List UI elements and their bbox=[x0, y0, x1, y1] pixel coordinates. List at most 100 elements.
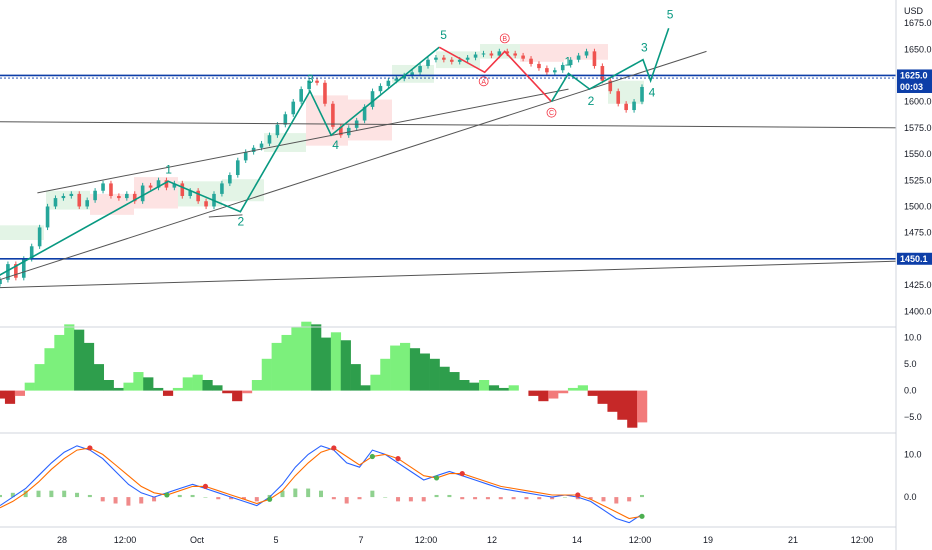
candle-body bbox=[632, 101, 636, 111]
macd-histogram-bar bbox=[537, 497, 542, 500]
oscillator-bar bbox=[587, 390, 598, 396]
wave-label: 4 bbox=[332, 138, 339, 152]
oscillator-bar bbox=[34, 364, 45, 391]
candle-body bbox=[259, 143, 264, 148]
candle-body bbox=[331, 103, 335, 127]
correction-label: B bbox=[502, 36, 507, 43]
candle-body bbox=[53, 198, 58, 207]
candle-body bbox=[323, 82, 327, 104]
macd-tick-label: 0.0 bbox=[904, 492, 917, 502]
trendline bbox=[0, 121, 904, 129]
candle-body bbox=[109, 183, 113, 196]
candle-body bbox=[553, 70, 557, 73]
elliott-wave-line bbox=[0, 46, 440, 276]
macd-histogram-bar bbox=[10, 492, 15, 498]
oscillator-bar bbox=[321, 337, 332, 391]
candle-body bbox=[402, 75, 407, 79]
oscillator-bar bbox=[14, 390, 25, 396]
candle-body bbox=[513, 53, 517, 56]
currency-label: USD bbox=[904, 6, 924, 16]
macd-histogram-bar bbox=[408, 497, 413, 502]
macd-histogram-bar bbox=[177, 494, 182, 498]
time-tick-label: 12 bbox=[487, 535, 497, 545]
macd-cross-dot bbox=[202, 483, 209, 490]
price-tick-label: 1575.0 bbox=[904, 123, 932, 133]
oscillator-bar bbox=[429, 358, 440, 391]
candle-body bbox=[315, 80, 319, 83]
oscillator-bar bbox=[44, 348, 55, 391]
projection-label: 5 bbox=[667, 7, 674, 21]
oscillator-bar bbox=[439, 366, 450, 391]
oscillator-bar bbox=[528, 390, 539, 396]
candle-body bbox=[497, 51, 502, 56]
wave-label: 2 bbox=[237, 215, 244, 229]
oscillator-bar bbox=[558, 390, 569, 394]
macd-histogram-bar bbox=[640, 494, 644, 498]
macd-histogram-bar bbox=[0, 494, 2, 498]
macd-histogram-bar bbox=[601, 497, 606, 502]
candle-body bbox=[592, 51, 597, 67]
oscillator-bar bbox=[409, 348, 421, 391]
candle-body bbox=[362, 106, 367, 121]
oscillator-bar bbox=[4, 390, 16, 404]
price-tick-label: 1475.0 bbox=[904, 228, 932, 238]
oscillator-bar bbox=[133, 372, 144, 391]
macd-cross-dot bbox=[433, 475, 440, 481]
oscillator-bar bbox=[449, 372, 460, 391]
candle-body bbox=[418, 66, 422, 73]
macd-histogram-bar bbox=[139, 497, 144, 504]
price-tick-label: 1600.0 bbox=[904, 97, 932, 107]
candle-body bbox=[180, 183, 185, 196]
bg-zone bbox=[306, 95, 348, 146]
macd-histogram-bar bbox=[627, 497, 632, 502]
candle-body bbox=[505, 51, 510, 54]
candle-body bbox=[370, 91, 375, 107]
price-tag bbox=[897, 252, 932, 265]
macd-histogram-bar bbox=[357, 497, 362, 500]
projection-label: 4 bbox=[649, 86, 656, 100]
oscillator-bar bbox=[123, 382, 134, 391]
wave-label: 5 bbox=[440, 28, 447, 42]
candle-body bbox=[457, 59, 462, 62]
correction-circle bbox=[478, 76, 489, 87]
oscillator-bar bbox=[182, 377, 193, 391]
oscillator-bar bbox=[54, 334, 65, 391]
macd-histogram-bar bbox=[370, 490, 375, 498]
candle-body bbox=[640, 86, 644, 102]
time-tick-label: 5 bbox=[273, 535, 278, 545]
osc-tick-label: 10.0 bbox=[904, 333, 922, 343]
macd-histogram-bar bbox=[62, 490, 67, 498]
candle-body bbox=[442, 57, 446, 60]
oscillator-bar bbox=[212, 385, 223, 391]
oscillator-bar bbox=[103, 380, 114, 391]
time-tick-label: Oct bbox=[190, 535, 205, 545]
oscillator-bar bbox=[153, 387, 164, 391]
price-tag-label: 1625.0 bbox=[900, 70, 928, 80]
time-tick-label: 19 bbox=[703, 535, 713, 545]
candle-body bbox=[132, 193, 137, 202]
candle-body bbox=[545, 68, 549, 73]
signal-line bbox=[0, 447, 643, 520]
bg-zone bbox=[520, 44, 564, 62]
candle-body bbox=[394, 78, 399, 81]
macd-histogram-bar bbox=[614, 497, 619, 504]
candle-body bbox=[576, 55, 581, 60]
wave-group: 512345ABC12345 bbox=[0, 7, 674, 276]
macd-histogram-bar bbox=[113, 497, 118, 504]
candle-body bbox=[473, 54, 478, 58]
correction-label: C bbox=[549, 110, 554, 117]
candle-group bbox=[0, 48, 644, 287]
wave-label: 3 bbox=[307, 72, 314, 86]
oscillator-bar bbox=[567, 387, 579, 391]
oscillator-bar bbox=[488, 385, 500, 391]
oscillator-bar bbox=[390, 345, 401, 391]
oscillator-bar bbox=[192, 374, 203, 391]
candle-body bbox=[275, 124, 280, 136]
bg-zone bbox=[0, 225, 44, 241]
oscillator-bar bbox=[0, 390, 6, 399]
candle-body bbox=[156, 180, 161, 188]
macd-histogram-bar bbox=[550, 497, 555, 500]
candle-body bbox=[339, 126, 343, 136]
oscillator-bar bbox=[261, 358, 272, 391]
macd-cross-dot bbox=[575, 492, 581, 498]
